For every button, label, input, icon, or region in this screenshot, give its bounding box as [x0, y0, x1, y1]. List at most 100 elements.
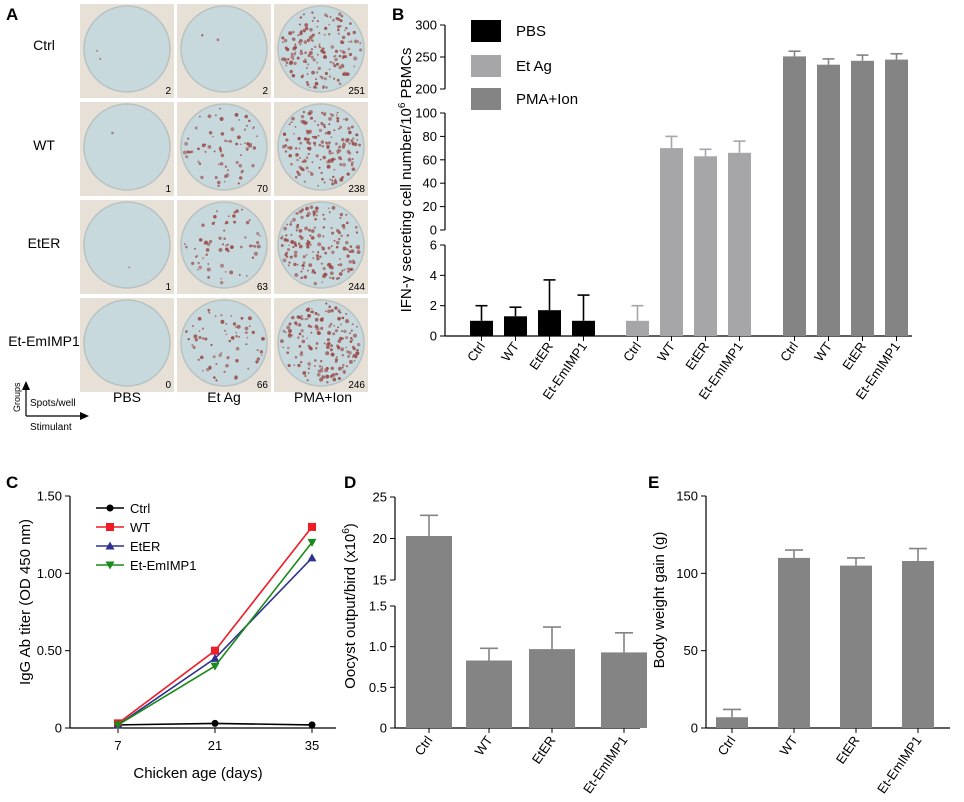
spot — [300, 329, 304, 333]
spot — [230, 245, 234, 249]
spot — [314, 324, 319, 329]
bar-pbs-et-emimp1 — [572, 320, 595, 336]
y-tick-label: 20 — [423, 199, 437, 214]
spot — [331, 18, 335, 22]
spot — [350, 139, 354, 143]
spot — [323, 125, 326, 128]
spot-count: 0 — [165, 380, 171, 391]
spot — [306, 378, 309, 382]
y-tick-label: 0.5 — [369, 680, 387, 695]
spot — [329, 178, 332, 181]
spot — [306, 308, 310, 312]
spot — [338, 156, 342, 160]
panel-c-x-axis-label: Chicken age (days) — [133, 765, 262, 782]
spot — [290, 52, 294, 56]
y-tick-label: 100 — [415, 106, 437, 121]
spot — [282, 346, 285, 349]
spot — [298, 147, 301, 150]
spot — [346, 267, 350, 271]
spot — [317, 313, 320, 316]
spot — [245, 124, 248, 127]
spot — [299, 30, 303, 33]
spot — [192, 325, 194, 327]
spot — [96, 49, 99, 52]
spot — [293, 132, 295, 135]
spot — [230, 315, 233, 317]
spot — [315, 78, 317, 81]
spot — [192, 345, 196, 349]
row-label-eter: EtER — [28, 235, 61, 251]
spot — [323, 77, 327, 81]
spot — [307, 362, 312, 366]
series-line-eter — [117, 557, 313, 726]
spot — [233, 211, 237, 214]
spot — [184, 330, 188, 333]
legend-label-pma-ion: PMA+Ion — [516, 91, 578, 108]
spot — [355, 151, 359, 154]
spot — [217, 184, 220, 188]
spot — [338, 82, 342, 86]
spot — [215, 114, 217, 117]
spot — [358, 143, 362, 147]
spot — [305, 166, 309, 170]
spot — [314, 317, 319, 322]
spot — [301, 208, 305, 212]
spot — [218, 236, 222, 240]
point-et-emimp1 — [210, 662, 220, 671]
spot — [291, 30, 295, 34]
x-tick-label: Ctrl — [715, 733, 739, 758]
spot — [281, 57, 285, 62]
spot — [316, 87, 318, 89]
spot — [341, 353, 345, 357]
y-tick-label: 0 — [430, 329, 437, 344]
spot — [286, 223, 289, 226]
spot — [332, 332, 336, 336]
spot — [235, 331, 238, 334]
panel-c-y-axis-label: IgG Ab titer (OD 450 nm) — [17, 519, 34, 685]
spot — [234, 113, 239, 117]
spot — [228, 339, 232, 343]
bar-ctrl — [406, 536, 452, 728]
spot — [336, 17, 341, 21]
spot — [339, 177, 344, 182]
spot — [315, 342, 319, 345]
spot — [313, 120, 317, 123]
spot — [354, 354, 358, 359]
spot — [238, 176, 243, 180]
spot — [297, 323, 302, 327]
spot — [297, 242, 301, 245]
spot — [300, 314, 303, 318]
spot — [330, 308, 334, 313]
spot — [245, 343, 248, 346]
spot — [224, 329, 226, 332]
spot — [223, 229, 226, 232]
spot — [220, 153, 225, 158]
spot — [330, 271, 334, 275]
spot — [334, 57, 338, 62]
legend-swatch-pma-ion — [471, 88, 501, 110]
spot — [350, 249, 355, 254]
spot — [315, 206, 319, 211]
spot — [319, 158, 322, 161]
spot — [339, 125, 343, 129]
spot — [335, 245, 339, 249]
spot — [339, 323, 342, 326]
x-tick-label: Ctrl — [412, 733, 436, 758]
spot — [346, 138, 350, 142]
spot-cluster — [183, 208, 261, 285]
spot — [322, 50, 326, 55]
spot — [300, 114, 305, 119]
spot — [227, 140, 229, 143]
spot — [297, 363, 301, 368]
spot — [328, 324, 332, 328]
spot — [346, 234, 350, 237]
spot — [338, 310, 341, 313]
spot — [243, 128, 247, 131]
bar-et-ag-et-emimp1 — [728, 152, 751, 336]
spot — [300, 317, 304, 321]
spot — [247, 367, 250, 370]
plate-well — [277, 5, 365, 93]
spot — [318, 32, 321, 35]
bar-et-ag-ctrl — [626, 320, 649, 336]
spot — [294, 125, 297, 128]
